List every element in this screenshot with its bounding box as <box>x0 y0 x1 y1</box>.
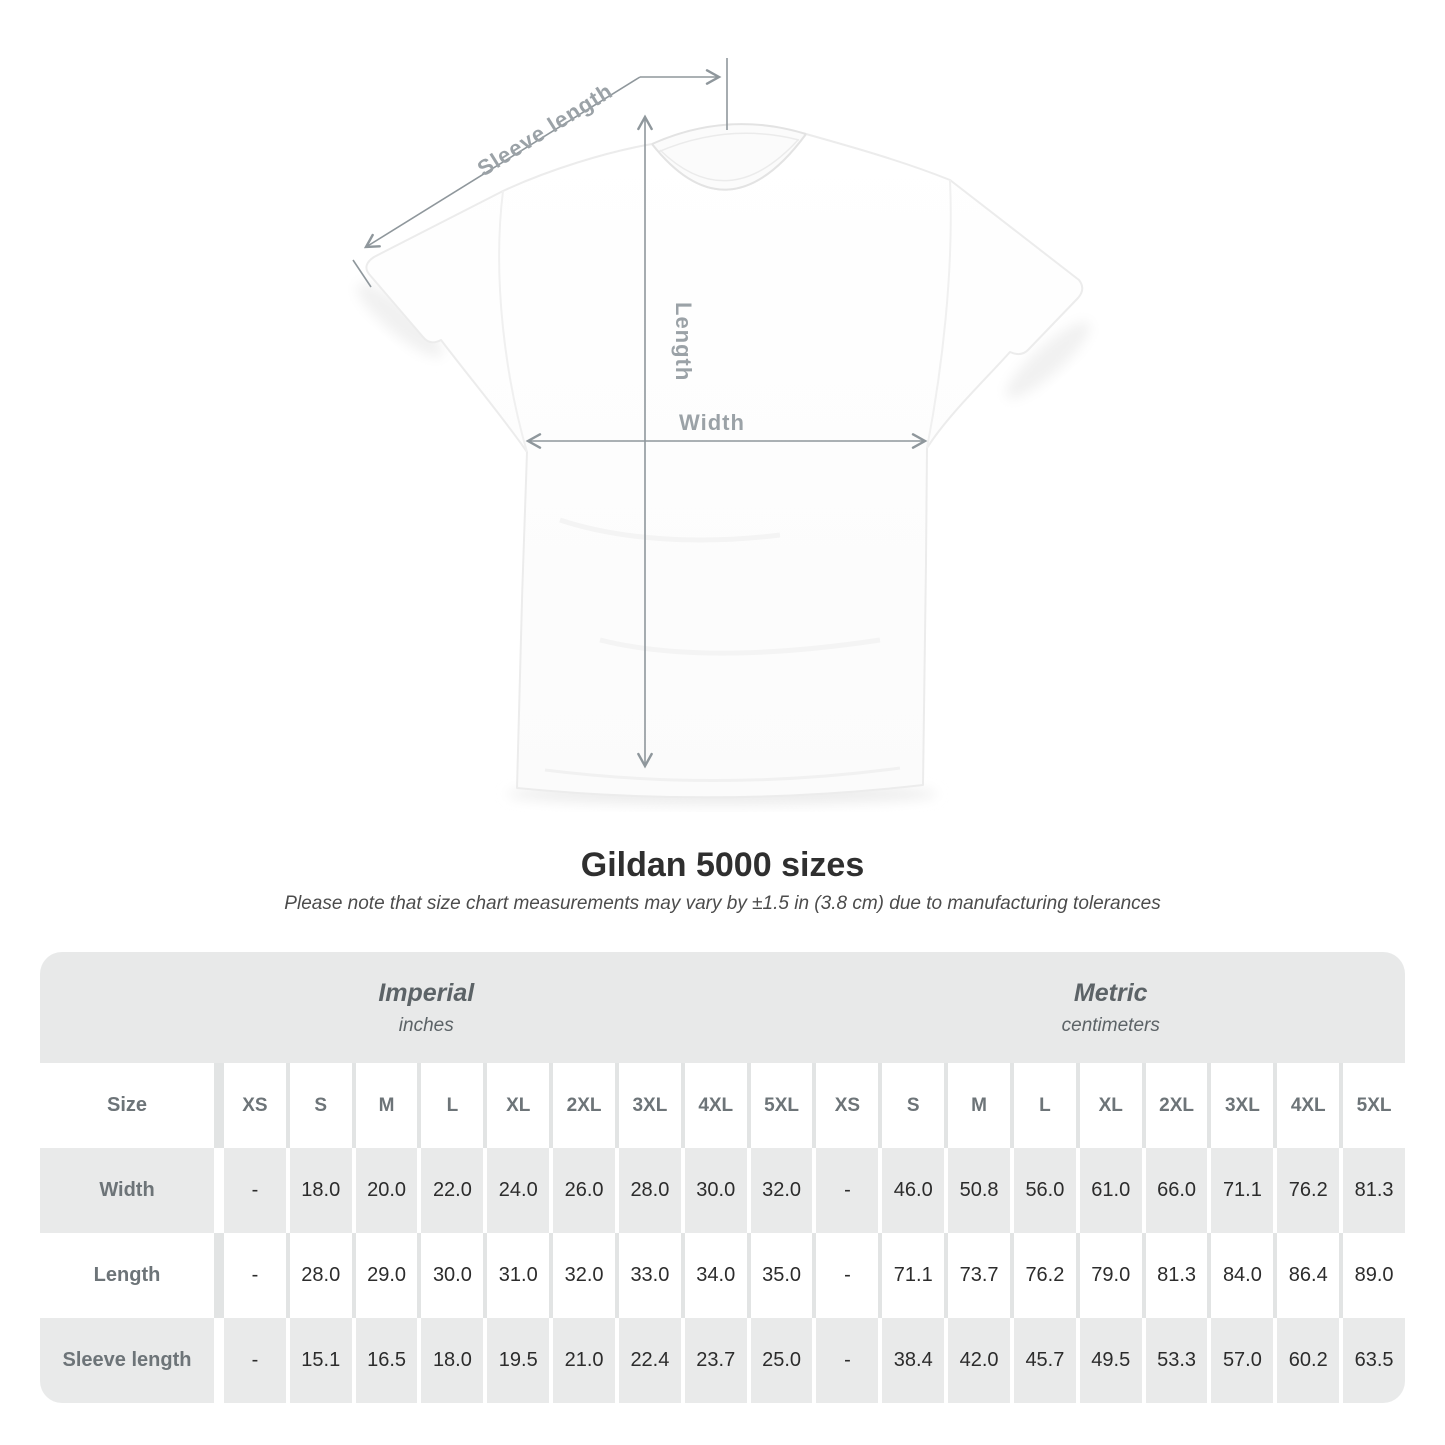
value-cell: 38.4 <box>882 1318 945 1403</box>
value-cell: - <box>816 1318 879 1403</box>
value-cell: 31.0 <box>487 1233 550 1318</box>
value-cell: 89.0 <box>1343 1233 1405 1318</box>
size-header-cell: M <box>355 1063 418 1148</box>
size-table: Imperial inches Metric centimeters Size X… <box>40 952 1405 1403</box>
size-header-cell: 5XL <box>1343 1063 1405 1148</box>
value-cell: 81.3 <box>1343 1148 1405 1233</box>
size-header-cell: 4XL <box>1277 1063 1340 1148</box>
value-cell: 33.0 <box>618 1233 681 1318</box>
size-header-cell: L <box>421 1063 484 1148</box>
value-cell: 23.7 <box>684 1318 747 1403</box>
value-cell: 79.0 <box>1079 1233 1142 1318</box>
value-cell: 73.7 <box>948 1233 1010 1318</box>
metric-title: Metric <box>1073 978 1148 1007</box>
value-cell: 30.0 <box>684 1148 747 1233</box>
imperial-unit: inches <box>398 1014 454 1036</box>
value-cell: 42.0 <box>948 1318 1010 1403</box>
value-cell: 46.0 <box>882 1148 945 1233</box>
size-header-cell: XS <box>224 1063 286 1148</box>
length-label: Length <box>671 302 696 381</box>
imperial-header: Imperial inches <box>40 952 813 1063</box>
value-cell: 18.0 <box>421 1318 484 1403</box>
value-cell: 16.5 <box>355 1318 418 1403</box>
value-cell: 18.0 <box>289 1148 352 1233</box>
value-cell: 76.2 <box>1013 1233 1076 1318</box>
row-label: Sleeve length <box>40 1318 214 1403</box>
value-cell: 22.0 <box>421 1148 484 1233</box>
value-cell: 19.5 <box>487 1318 550 1403</box>
size-header-cell: 4XL <box>684 1063 747 1148</box>
value-cell: 60.2 <box>1277 1318 1340 1403</box>
table-row: Sleeve length -15.1 16.5 18.0 19.5 21.0 22.4 23… <box>40 1318 1405 1403</box>
size-header-cell: M <box>948 1063 1010 1148</box>
sleeve-end-tick <box>352 259 372 288</box>
size-header-cell: L <box>1013 1063 1076 1148</box>
table-row: Width -18.0 20.0 22.0 24.0 26.0 28.0 30.0 32.0-4… <box>40 1148 1405 1233</box>
value-cell: 50.8 <box>948 1148 1010 1233</box>
row-label: Length <box>40 1233 214 1318</box>
value-cell: 49.5 <box>1079 1318 1142 1403</box>
value-cell: 45.7 <box>1013 1318 1076 1403</box>
row-label: Width <box>40 1148 214 1233</box>
value-cell: 25.0 <box>750 1318 813 1403</box>
value-cell: 32.0 <box>750 1148 813 1233</box>
metric-header: Metric centimeters <box>817 952 1406 1063</box>
tshirt-graphic <box>365 123 1084 799</box>
value-cell: 21.0 <box>553 1318 615 1403</box>
value-cell: - <box>816 1148 879 1233</box>
table-row: Length -28.0 29.0 30.0 31.0 32.0 33.0 34.0 35.0-… <box>40 1233 1405 1318</box>
value-cell: 30.0 <box>421 1233 484 1318</box>
size-header-cell: XL <box>1079 1063 1142 1148</box>
size-header-cell: 2XL <box>553 1063 615 1148</box>
size-header-cell: 5XL <box>750 1063 813 1148</box>
value-cell: - <box>224 1148 286 1233</box>
value-cell: - <box>816 1233 879 1318</box>
size-header-cell: XS <box>816 1063 879 1148</box>
value-cell: 76.2 <box>1277 1148 1340 1233</box>
value-cell: 26.0 <box>553 1148 615 1233</box>
value-cell: 35.0 <box>750 1233 813 1318</box>
value-cell: - <box>224 1318 286 1403</box>
value-cell: 81.3 <box>1145 1233 1208 1318</box>
value-cell: 63.5 <box>1343 1318 1405 1403</box>
value-cell: 86.4 <box>1277 1233 1340 1318</box>
page-title: Gildan 5000 sizes <box>580 846 865 884</box>
value-cell: 57.0 <box>1211 1318 1274 1403</box>
value-cell: 20.0 <box>355 1148 418 1233</box>
size-column-label: Size <box>40 1063 214 1148</box>
title-block: Gildan 5000 sizes Please note that size … <box>0 846 1445 915</box>
size-header-cell: S <box>882 1063 945 1148</box>
value-cell: - <box>224 1233 286 1318</box>
size-header-cell: 2XL <box>1145 1063 1208 1148</box>
size-header-cell: S <box>289 1063 352 1148</box>
value-cell: 34.0 <box>684 1233 747 1318</box>
value-cell: 22.4 <box>618 1318 681 1403</box>
size-header-cell: 3XL <box>618 1063 681 1148</box>
value-cell: 71.1 <box>882 1233 945 1318</box>
value-cell: 56.0 <box>1013 1148 1076 1233</box>
value-cell: 66.0 <box>1145 1148 1208 1233</box>
value-cell: 29.0 <box>355 1233 418 1318</box>
tolerance-note: Please note that size chart measurements… <box>284 893 1161 914</box>
value-cell: 53.3 <box>1145 1318 1208 1403</box>
size-header-row: Size XS S M L XL 2XL 3XL 4XL 5XL XS S M L XL 2XL 3XL 4XL 5… <box>40 1063 1405 1148</box>
value-cell: 71.1 <box>1211 1148 1274 1233</box>
width-label: Width <box>679 410 745 435</box>
value-cell: 32.0 <box>553 1233 615 1318</box>
size-header-cell: 3XL <box>1211 1063 1274 1148</box>
unit-header-row: Imperial inches Metric centimeters <box>40 952 1405 1063</box>
metric-unit: centimeters <box>1061 1014 1160 1036</box>
size-header-cell: XL <box>487 1063 550 1148</box>
tshirt-measurement-diagram: Sleeve length Length Width <box>352 58 1090 805</box>
sleeve-length-diagonal-arrow <box>363 76 641 249</box>
value-cell: 15.1 <box>289 1318 352 1403</box>
value-cell: 28.0 <box>618 1148 681 1233</box>
dimension-lines <box>352 58 928 769</box>
imperial-title: Imperial <box>378 978 475 1007</box>
value-cell: 84.0 <box>1211 1233 1274 1318</box>
value-cell: 24.0 <box>487 1148 550 1233</box>
value-cell: 61.0 <box>1079 1148 1142 1233</box>
value-cell: 28.0 <box>289 1233 352 1318</box>
